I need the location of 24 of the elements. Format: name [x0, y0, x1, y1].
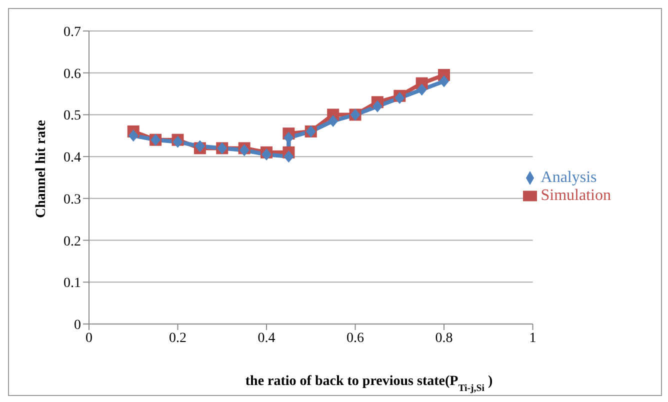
point — [439, 75, 450, 88]
x-tick-label: 0.8 — [435, 330, 453, 346]
x-axis-title: the ratio of back to previous state(P$_{Ti-j,Si}$ ) — [245, 374, 493, 394]
x-tick-label: 1 — [529, 330, 536, 346]
y-tick-label: 0.3 — [64, 192, 81, 208]
y-tick-label: 0.6 — [64, 66, 81, 82]
point — [328, 114, 338, 127]
y-axis-title: Channel hit rate — [34, 120, 49, 218]
legend-label: Analysis — [540, 169, 597, 186]
x-tick-label: 0 — [86, 330, 92, 346]
y-tick-label: 0.2 — [64, 234, 81, 250]
y-tick-label: 0.7 — [64, 24, 81, 40]
x-tick-label: 0.2 — [169, 330, 187, 346]
point — [128, 130, 138, 142]
y-tick-label: 0.5 — [64, 108, 81, 124]
x-tick-label: 0.6 — [346, 330, 364, 346]
y-tick-label: 0 — [74, 318, 81, 333]
point — [284, 150, 294, 163]
point — [372, 100, 382, 112]
legend-label: Simulation — [540, 187, 611, 204]
y-tick-label: 0.1 — [64, 276, 81, 292]
point — [416, 84, 427, 96]
x-tick-label: 0.4 — [258, 330, 276, 346]
y-tick-label: 0.4 — [64, 150, 81, 166]
